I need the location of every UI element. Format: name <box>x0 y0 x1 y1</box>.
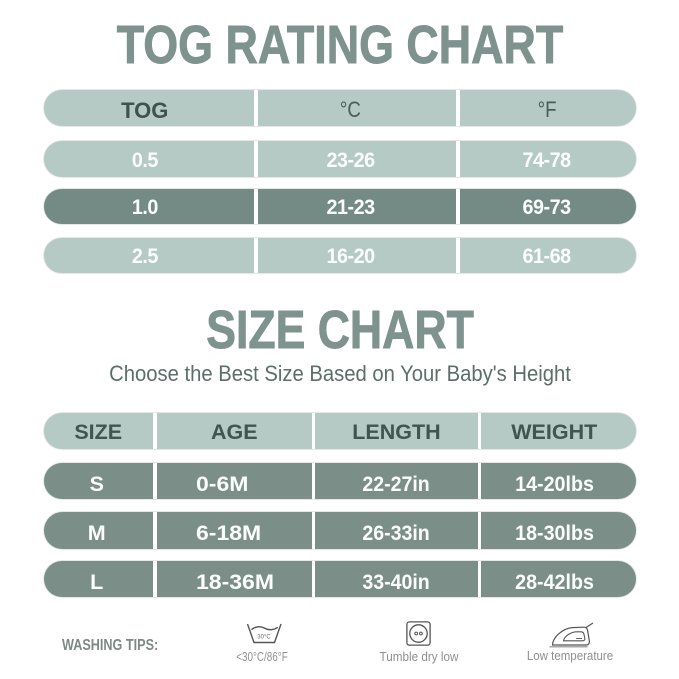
svg-text:30°C: 30°C <box>257 635 271 641</box>
